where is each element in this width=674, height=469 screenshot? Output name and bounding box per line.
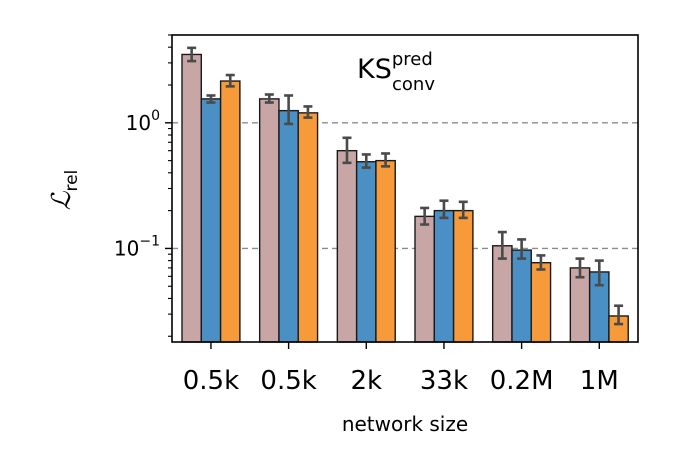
y-axis-label-sub: rel bbox=[62, 170, 82, 192]
chart-annotation: KSpred conv bbox=[357, 49, 435, 95]
y-tick-label-base: 10 bbox=[126, 111, 151, 135]
bar bbox=[433, 209, 455, 343]
bar bbox=[200, 98, 222, 343]
bar bbox=[569, 267, 591, 343]
gridlines bbox=[172, 122, 638, 250]
bars bbox=[181, 53, 629, 343]
annotation-sup: pred bbox=[392, 49, 433, 70]
x-tick-label: 2k bbox=[350, 366, 382, 396]
annotation-sub: conv bbox=[392, 74, 435, 95]
x-tick-label: 33k bbox=[420, 366, 468, 396]
y-tick-label-exp: −1 bbox=[139, 233, 160, 249]
bar bbox=[452, 209, 474, 343]
x-tick-label: 0.5k bbox=[183, 366, 239, 396]
svg-text:ℒrel: ℒrel bbox=[47, 170, 82, 211]
bar bbox=[258, 98, 280, 343]
bar bbox=[219, 80, 241, 343]
bar bbox=[336, 149, 358, 343]
y-axis-label-main: ℒ bbox=[47, 190, 77, 210]
error-bars bbox=[187, 46, 624, 326]
bar bbox=[491, 245, 513, 343]
x-tick-label: 0.5k bbox=[260, 366, 316, 396]
y-tick-label: 10−1 bbox=[114, 233, 160, 260]
x-axis-label: network size bbox=[342, 412, 468, 436]
bar bbox=[297, 112, 319, 343]
bar bbox=[181, 53, 202, 343]
y-axis-label: ℒrel bbox=[47, 170, 82, 211]
bar bbox=[355, 161, 377, 343]
x-ticks: 0.5k 0.5k 2k 33k 0.2M 1M bbox=[183, 342, 619, 396]
bar bbox=[278, 109, 299, 343]
bar bbox=[511, 249, 532, 343]
y-tick-label: 100 bbox=[126, 108, 160, 135]
bar bbox=[530, 262, 552, 343]
x-tick-label: 1M bbox=[580, 366, 619, 396]
y-tick-label-exp: 0 bbox=[151, 108, 160, 124]
y-tick-label-base: 10 bbox=[114, 236, 139, 260]
bar bbox=[414, 215, 435, 343]
x-tick-label: 0.2M bbox=[490, 366, 554, 396]
annotation-base: KS bbox=[357, 54, 392, 85]
bar bbox=[375, 159, 396, 343]
